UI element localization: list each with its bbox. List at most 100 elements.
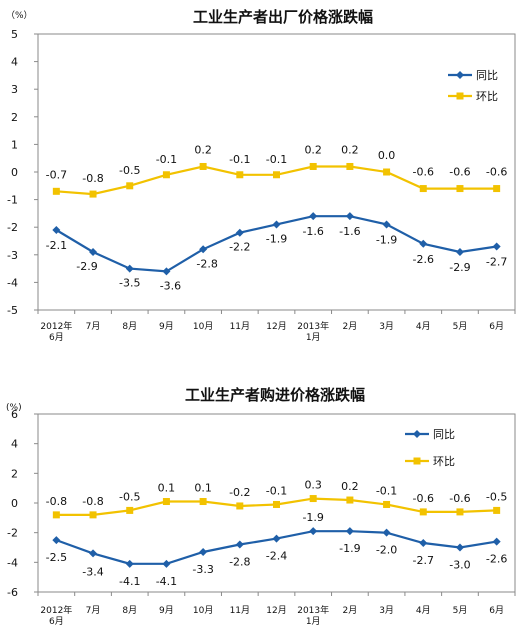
data-point-同比 (419, 539, 428, 548)
data-point-同比 (382, 220, 391, 229)
data-label-环比: -0.6 (413, 492, 434, 505)
data-label-同比: -3.6 (160, 279, 181, 292)
y-tick-label: 0 (11, 166, 18, 179)
data-label-环比: -0.8 (46, 495, 67, 508)
data-label-同比: -2.0 (376, 544, 397, 557)
y-tick-label: 3 (11, 83, 18, 96)
legend-marker-环比 (456, 92, 464, 100)
x-tick-label: 2月 (343, 605, 358, 616)
data-label-同比: -3.3 (192, 563, 213, 576)
data-label-环比: -0.1 (266, 484, 287, 497)
data-point-环比 (199, 498, 207, 506)
data-point-同比 (345, 212, 354, 221)
y-tick-label: 4 (11, 56, 18, 69)
y-unit-label: （%） (6, 10, 33, 21)
x-tick-label: 8月 (122, 321, 137, 332)
y-tick-label: 6 (11, 408, 18, 421)
data-label-环比: 0.2 (341, 480, 359, 493)
data-label-同比: -2.6 (486, 553, 507, 566)
y-tick-label: 2 (11, 111, 18, 124)
legend-label-同比: 同比 (433, 428, 455, 441)
legend-label-环比: 环比 (476, 90, 498, 103)
data-label-环比: -0.5 (119, 164, 140, 177)
data-point-同比 (162, 559, 171, 568)
x-tick-label: 2月 (343, 321, 358, 332)
data-label-同比: -2.9 (76, 260, 97, 273)
x-tick-label: 4月 (416, 321, 431, 332)
data-label-环比: -0.6 (449, 166, 470, 179)
data-label-环比: -0.1 (266, 153, 287, 166)
data-label-环比: 0.0 (378, 149, 396, 162)
data-label-同比: -1.9 (266, 232, 287, 245)
x-tick-label: 12月 (266, 605, 286, 616)
y-unit-label: (%) (6, 403, 22, 413)
data-label-环比: 0.2 (194, 143, 212, 156)
data-point-同比 (272, 220, 281, 229)
y-tick-label: -2 (7, 221, 18, 234)
x-tick-label: 6月 (489, 321, 504, 332)
data-point-环比 (236, 171, 244, 179)
y-tick-label: -1 (7, 194, 18, 207)
data-label-环比: -0.2 (229, 486, 250, 499)
data-point-环比 (309, 495, 317, 503)
legend-marker-同比 (413, 430, 421, 438)
x-tick-label: 4月 (416, 605, 431, 616)
data-label-同比: -2.7 (486, 256, 507, 269)
data-label-同比: -3.5 (119, 277, 140, 290)
data-point-环比 (126, 182, 134, 190)
data-label-同比: -2.8 (196, 257, 217, 270)
x-tick-label: 5月 (453, 605, 468, 616)
data-label-环比: -0.1 (229, 153, 250, 166)
x-tick-label: 5月 (453, 321, 468, 332)
data-label-环比: -0.1 (156, 153, 177, 166)
x-tick-label: 3月 (379, 321, 394, 332)
data-point-同比 (52, 225, 61, 234)
data-point-同比 (455, 543, 464, 552)
data-point-环比 (273, 171, 280, 179)
data-point-环比 (89, 511, 97, 519)
y-tick-label: 0 (11, 497, 18, 510)
legend-label-同比: 同比 (476, 69, 498, 82)
data-label-环比: -0.7 (46, 168, 67, 181)
y-tick-label: 2 (11, 467, 18, 480)
data-point-同比 (235, 540, 244, 549)
data-point-同比 (125, 559, 134, 568)
data-label-同比: -1.9 (302, 511, 323, 524)
data-label-同比: -1.9 (376, 233, 397, 246)
data-point-环比 (309, 162, 317, 170)
data-label-环比: -0.6 (486, 166, 507, 179)
chart-title: 工业生产者购进价格涨跌幅 (185, 386, 365, 404)
data-point-同比 (89, 248, 98, 257)
data-label-环比: -0.8 (82, 172, 103, 185)
data-point-同比 (52, 536, 61, 545)
data-label-同比: -2.1 (46, 239, 67, 252)
data-point-同比 (455, 248, 464, 257)
data-label-同比: -2.5 (46, 551, 67, 564)
data-label-同比: -2.6 (413, 253, 434, 266)
output-price-chart-svg: 工业生产者出厂价格涨跌幅 （%） 5 4 3 2 1 0 -1 -2 -3 -4 -5 2012年 6月 7月… (6, 8, 516, 343)
data-point-环比 (456, 508, 464, 516)
data-point-同比 (89, 549, 98, 558)
data-point-环比 (89, 190, 97, 198)
x-tick-label: 10月 (193, 605, 213, 616)
x-tick-label: 2012年 6月 (40, 320, 72, 343)
data-point-环比 (456, 185, 464, 193)
data-point-环比 (419, 185, 427, 193)
data-point-环比 (273, 500, 280, 508)
x-tick-label: 6月 (489, 605, 504, 616)
data-point-环比 (162, 498, 170, 506)
x-tick-label: 9月 (159, 605, 174, 616)
y-tick-label: -4 (7, 276, 18, 289)
data-point-环比 (199, 162, 207, 170)
data-label-环比: 0.2 (341, 143, 359, 156)
data-point-同比 (199, 547, 208, 556)
data-label-环比: 0.2 (304, 143, 322, 156)
chart-title: 工业生产者出厂价格涨跌幅 (193, 8, 373, 26)
data-label-同比: -1.6 (339, 225, 360, 238)
legend-marker-环比 (413, 457, 421, 465)
y-tick-label: -2 (7, 527, 18, 540)
y-tick-label: 1 (11, 138, 18, 151)
legend-label-环比: 环比 (433, 455, 455, 468)
data-point-环比 (493, 506, 501, 514)
data-point-同比 (272, 534, 281, 543)
